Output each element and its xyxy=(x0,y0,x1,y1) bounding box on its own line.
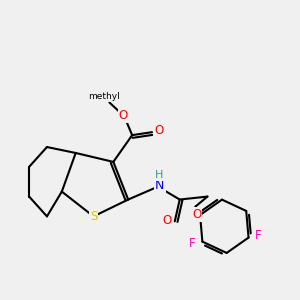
Text: O: O xyxy=(162,214,172,227)
Text: S: S xyxy=(90,210,97,223)
Text: F: F xyxy=(189,237,196,250)
Text: F: F xyxy=(255,229,262,242)
Text: O: O xyxy=(118,109,128,122)
Text: methyl: methyl xyxy=(88,92,120,101)
Text: H: H xyxy=(155,170,163,180)
Text: O: O xyxy=(154,124,164,137)
Text: O: O xyxy=(192,208,201,221)
Text: N: N xyxy=(155,179,165,192)
